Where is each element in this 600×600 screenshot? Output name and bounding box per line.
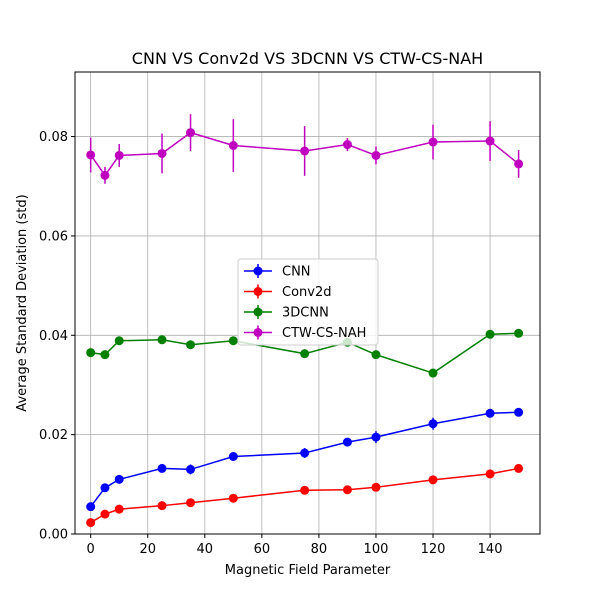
data-point [86,518,96,528]
data-point [371,350,381,360]
y-tick-label: 0.06 [39,229,68,244]
data-point [342,140,352,150]
data-point [186,340,196,350]
data-point [114,474,124,484]
data-point [228,493,238,503]
data-point [428,368,438,378]
series-group [86,114,524,528]
series-cnn [86,407,524,512]
data-point [428,137,438,147]
data-point [157,148,167,158]
legend-label: CNN [282,265,311,280]
data-point [300,146,310,156]
legend-label: 3DCNN [282,306,329,321]
x-axis-label: Magnetic Field Parameter [225,563,391,578]
data-point [371,482,381,492]
x-tick-label: 100 [364,542,389,557]
series-3dcnn [86,328,524,378]
data-point [86,502,96,512]
data-point [157,501,167,511]
chart-title: CNN VS Conv2d VS 3DCNN VS CTW-CS-NAH [132,49,483,68]
x-tick-label: 20 [139,542,156,557]
data-point [157,335,167,345]
data-point [86,150,96,160]
legend-label: Conv2d [282,285,332,300]
data-point [300,349,310,359]
y-tick-label: 0.04 [39,329,68,344]
data-point [228,452,238,462]
data-point [485,469,495,479]
data-point [428,475,438,485]
y-tick-label: 0.08 [39,130,68,145]
data-point [186,498,196,508]
plot-frame [74,71,541,535]
data-point [114,150,124,160]
legend-marker [253,328,263,337]
legend-marker [253,266,263,276]
data-point [228,141,238,151]
series-ctw-cs-nah [86,114,524,184]
data-point [514,328,524,338]
data-point [485,136,495,146]
legend-label: CTW-CS-NAH [282,326,366,341]
data-point [100,170,110,180]
data-point [114,504,124,514]
data-point [514,407,524,417]
axis-ticks: 0 20 40 60 80 100 120 140 0.00 0.02 0.04 0.06 0.08 [39,130,502,557]
series-conv2d [86,463,524,528]
data-point [186,128,196,138]
x-tick-label: 40 [197,542,214,557]
legend-marker [253,287,263,296]
data-point [86,348,96,358]
data-point [428,419,438,429]
data-point [342,437,352,447]
y-axis-label: Average Standard Deviation (std) [15,194,30,411]
data-point [228,336,238,346]
data-point [100,509,110,519]
data-point [371,432,381,442]
x-tick-label: 140 [478,542,503,557]
y-tick-label: 0.00 [39,528,68,543]
data-point [157,463,167,473]
legend: CNN Conv2d 3DCNN CTW-CS-NAH [237,258,379,346]
data-point [186,464,196,474]
data-point [342,485,352,495]
data-point [485,408,495,418]
x-tick-label: 60 [254,542,271,557]
data-point [100,483,110,493]
data-point [300,448,310,458]
y-tick-label: 0.02 [39,428,68,443]
data-point [114,336,124,346]
legend-marker [253,307,263,317]
data-point [100,350,110,360]
data-point [371,150,381,160]
data-point [485,329,495,339]
legend-item: 3DCNN [244,305,329,321]
data-point [300,485,310,495]
legend-item: CTW-CS-NAH [244,325,366,341]
data-point [514,463,524,473]
x-tick-label: 120 [421,542,446,557]
legend-item: CNN [244,264,311,280]
x-tick-label: 0 [87,542,95,557]
data-point [514,159,524,169]
x-tick-label: 80 [311,542,328,557]
legend-box [237,258,379,346]
legend-item: Conv2d [244,284,332,300]
